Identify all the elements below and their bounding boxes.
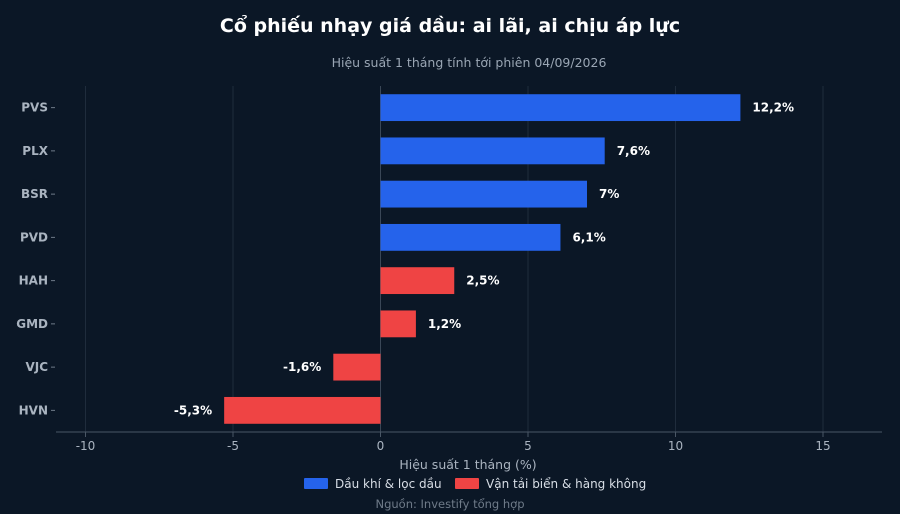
data-label: 12,2% [752,101,794,115]
category-label: PVD [20,230,48,244]
x-axis: -10 -5 0 5 10 15 [56,431,882,453]
legend-label-transport: Vận tải biển & hàng không [486,477,646,491]
source-note: Nguồn: Investify tổng hợp [375,497,524,511]
x-axis-label: Hiệu suất 1 tháng (%) [399,457,536,472]
data-labels: 12,2% 7,6% 7% 6,1% 2,5% 1,2% -1,6% -5,3% [174,101,794,418]
y-axis-labels: PVS PLX BSR PVD HAH GMD VJC HVN [16,101,55,417]
bar-plx [380,137,605,165]
category-label: HAH [19,274,48,288]
data-label: -5,3% [174,403,212,417]
x-tick-label: 10 [668,439,683,453]
x-tick-label: -10 [76,439,96,453]
x-tick-label: -5 [227,439,239,453]
chart-title: Cổ phiếu nhạy giá dầu: ai lãi, ai chịu á… [220,14,680,37]
legend: Dầu khí & lọc dầu Vận tải biển & hàng kh… [304,477,646,491]
category-label: PLX [22,144,48,158]
category-label: HVN [19,403,48,417]
data-label: 6,1% [572,230,605,244]
category-label: VJC [25,360,48,374]
data-label: 1,2% [428,317,461,331]
bar-hvn [224,396,381,424]
bars-group [224,94,741,424]
legend-swatch-transport [455,478,479,489]
legend-swatch-oil [304,478,328,489]
legend-label-oil: Dầu khí & lọc dầu [335,477,442,491]
category-label: BSR [21,187,48,201]
chart-subtitle: Hiệu suất 1 tháng tính tới phiên 04/09/2… [332,55,607,70]
x-tick-label: 15 [815,439,830,453]
category-label: PVS [21,101,48,115]
bar-bsr [380,180,587,208]
bar-hah [380,267,455,295]
data-label: 7% [599,187,619,201]
data-label: 7,6% [617,144,650,158]
bar-gmd [380,310,416,338]
x-tick-label: 0 [377,439,385,453]
bar-vjc [333,353,381,381]
bar-pvd [380,223,561,251]
bar-pvs [380,94,741,122]
data-label: 2,5% [466,274,499,288]
category-label: GMD [16,317,48,331]
x-tick-label: 5 [524,439,532,453]
data-label: -1,6% [283,360,321,374]
